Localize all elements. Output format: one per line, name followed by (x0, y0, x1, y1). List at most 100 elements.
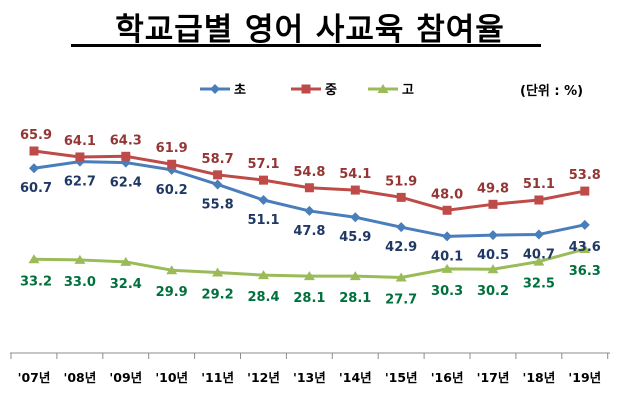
data-point (303, 271, 315, 281)
x-tick-label: '10년 (155, 370, 188, 385)
data-point (395, 272, 407, 282)
data-label: 28.1 (339, 291, 371, 306)
data-label: 28.4 (247, 290, 279, 305)
data-point (533, 256, 545, 266)
data-label: 64.3 (110, 133, 142, 148)
x-tick-label: '12년 (247, 370, 280, 385)
x-tick-label: '19년 (568, 370, 601, 385)
legend-marker (301, 84, 311, 94)
data-label: 40.1 (431, 249, 463, 264)
data-point (304, 183, 314, 193)
data-point (350, 185, 360, 195)
data-point (487, 264, 499, 274)
data-label: 64.1 (64, 134, 96, 149)
title-underline (71, 44, 541, 47)
data-label: 33.2 (20, 274, 52, 289)
data-point (258, 195, 269, 206)
data-label: 61.9 (156, 141, 188, 156)
data-label: 43.6 (569, 240, 601, 255)
data-point (396, 222, 407, 233)
x-tick-label: '09년 (109, 370, 142, 385)
data-point (349, 271, 361, 281)
data-label: 55.8 (202, 197, 234, 212)
data-label: 58.7 (202, 152, 234, 167)
legend-label: 초 (234, 83, 246, 98)
data-point (166, 265, 178, 275)
data-label: 53.8 (569, 168, 601, 183)
data-label: 29.9 (156, 285, 188, 300)
data-label: 45.9 (339, 230, 371, 245)
data-label: 62.7 (64, 175, 96, 190)
data-point (212, 267, 224, 277)
data-point (441, 263, 453, 273)
data-label: 30.3 (431, 284, 463, 299)
data-label: 51.1 (247, 213, 279, 228)
data-point (120, 256, 132, 266)
data-labels: 60.7 62.7 62.4 60.2 55.8 51.1 47.8 45.9 42.9 40.1… (20, 128, 601, 307)
legend-marker (377, 84, 389, 93)
data-point (74, 254, 86, 264)
data-point (579, 244, 591, 254)
data-point (350, 212, 361, 223)
data-point (75, 152, 85, 162)
x-tick-label: '11년 (201, 370, 234, 385)
data-point (488, 230, 498, 241)
data-point (29, 146, 39, 156)
data-point (121, 151, 131, 161)
x-tick-label: '14년 (339, 370, 372, 385)
data-label: 30.2 (477, 284, 509, 299)
data-point (259, 175, 268, 185)
data-point (534, 195, 544, 205)
data-label: 40.7 (523, 247, 555, 262)
legend-marker (210, 84, 220, 94)
data-label: 54.1 (339, 167, 371, 182)
x-tick-label: '18년 (523, 370, 556, 385)
data-label: 49.8 (477, 181, 509, 196)
data-point (28, 254, 40, 264)
data-point (213, 170, 223, 180)
data-point (258, 270, 269, 280)
data-point (29, 163, 39, 174)
data-point (396, 192, 406, 202)
data-label: 62.4 (110, 176, 142, 191)
data-point (579, 219, 590, 230)
data-label: 33.0 (64, 275, 96, 290)
data-label: 57.1 (247, 157, 279, 172)
data-label: 48.0 (431, 187, 463, 202)
chart-title: 학교급별 영어 사교육 참여율 (115, 12, 505, 48)
legend-label: 중 (325, 83, 337, 98)
series-markers (28, 146, 591, 282)
data-point (212, 179, 223, 190)
legend-label: 고 (402, 83, 414, 98)
data-label: 51.1 (523, 177, 555, 192)
data-label: 36.3 (569, 264, 601, 279)
x-axis: '07년 '08년 '09년 '10년 '11년 '12년 '13년 '14년 '15년 '16년… (10, 352, 610, 385)
data-label: 29.2 (202, 288, 234, 303)
data-label: 60.7 (20, 181, 52, 196)
data-label: 42.9 (385, 240, 417, 255)
x-tick-label: '16년 (431, 370, 464, 385)
data-point (488, 199, 498, 209)
data-point (442, 231, 453, 242)
data-point (442, 205, 452, 215)
data-label: 40.5 (477, 248, 509, 263)
data-point (167, 159, 177, 169)
data-label: 54.8 (293, 165, 325, 180)
x-tick-label: '17년 (477, 370, 510, 385)
data-label: 65.9 (20, 128, 52, 143)
data-label: 51.9 (385, 174, 417, 189)
data-label: 27.7 (385, 292, 417, 307)
data-label: 60.2 (156, 183, 188, 198)
data-point (533, 229, 544, 240)
x-tick-label: '13년 (293, 370, 326, 385)
data-label: 28.1 (293, 291, 325, 306)
x-tick-label: '08년 (64, 370, 97, 385)
data-label: 32.4 (110, 277, 142, 292)
unit-label: (단위 : %) (520, 84, 584, 99)
x-tick-label: '07년 (18, 370, 51, 385)
data-label: 32.5 (523, 277, 555, 292)
data-point (304, 205, 315, 216)
